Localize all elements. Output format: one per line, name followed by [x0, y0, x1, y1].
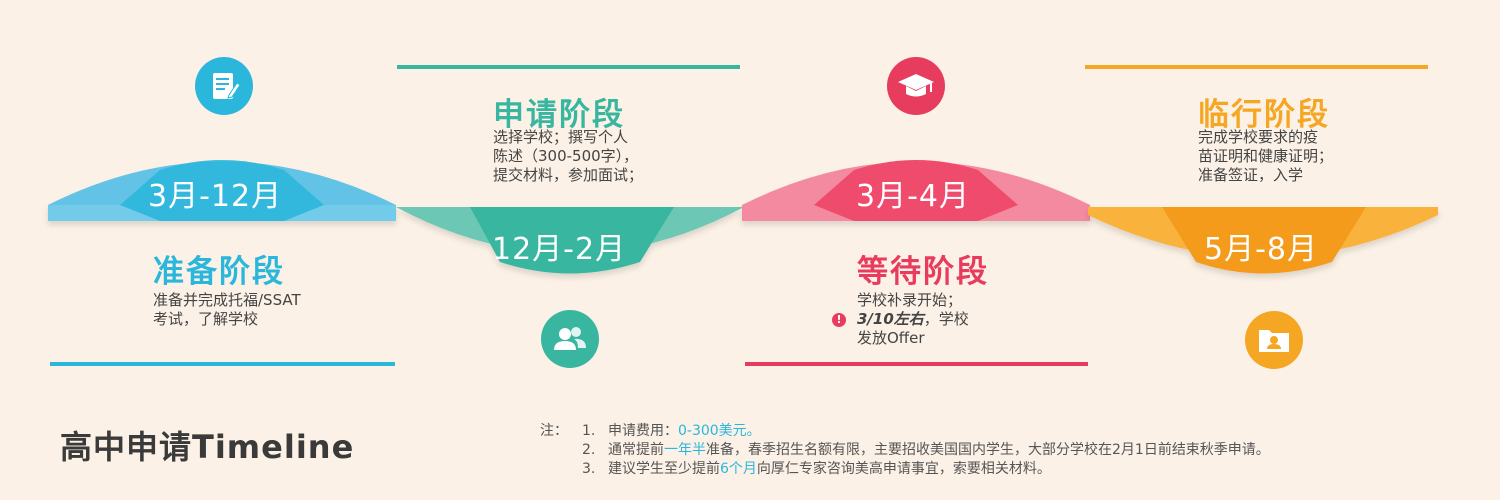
apply-top-bar: [397, 65, 740, 69]
document-pen-icon: [195, 57, 253, 115]
folder-person-icon: [1245, 311, 1303, 369]
wait-dome: [742, 160, 1090, 221]
alert-icon: !: [832, 313, 846, 327]
apply-title: 申请阶段: [493, 97, 625, 133]
apply-date: 12月-2月: [492, 232, 627, 267]
prepare-bottom-bar: [50, 362, 395, 366]
depart-bowl: [1088, 207, 1438, 274]
depart-top-bar: [1085, 65, 1428, 69]
note-item: 3. 建议学生至少提前6个月向厚仁专家咨询美高申请事宜，索要相关材料。: [582, 461, 1051, 477]
prepare-date: 3月-12月: [148, 179, 283, 214]
depart-date: 5月-8月: [1204, 232, 1318, 267]
wait-date: 3月-4月: [856, 179, 970, 214]
prepare-title: 准备阶段: [153, 254, 285, 290]
note-item: 2. 通常提前一年半准备，春季招生名额有限，主要招收美国国内学生，大部分学校在2月…: [582, 442, 1270, 458]
wait-desc: 学校补录开始； ! 3/10左右，学校 发放Offer: [832, 291, 969, 348]
prepare-dome: [48, 160, 396, 221]
notes: 注： 1. 申请费用：0-300美元。 2. 通常提前一年半准备，春季招生名额有限，主…: [540, 422, 1270, 479]
prepare-desc: 准备并完成托福/SSAT 考试，了解学校: [153, 291, 301, 328]
wait-bottom-bar: [745, 362, 1088, 366]
depart-title: 临行阶段: [1198, 97, 1330, 133]
page-title: 高中申请Timeline: [60, 428, 355, 466]
apply-bowl: [396, 207, 744, 274]
note-item: 注： 1. 申请费用：0-300美元。: [540, 423, 761, 439]
graduation-cap-icon: [887, 57, 945, 115]
depart-desc: 完成学校要求的疫 苗证明和健康证明； 准备签证，入学: [1198, 128, 1334, 184]
wait-title: 等待阶段: [857, 254, 989, 290]
users-icon: [541, 310, 599, 368]
apply-desc: 选择学校；撰写个人 陈述（300-500字）， 提交材料，参加面试；: [493, 128, 644, 184]
